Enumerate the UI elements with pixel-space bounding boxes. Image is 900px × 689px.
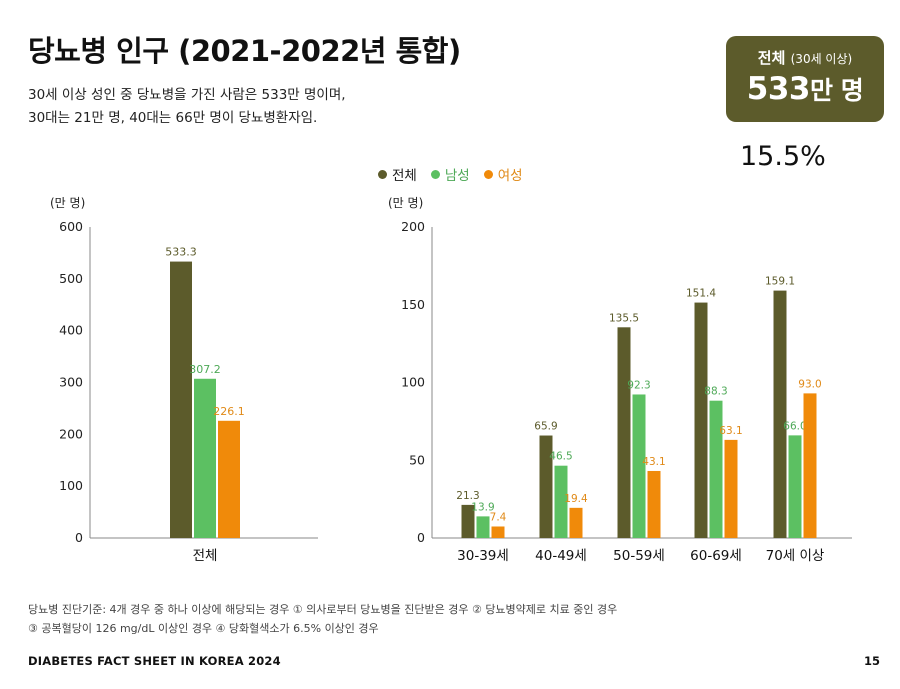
right-bar-total (694, 302, 708, 538)
right-x-category-label: 30-39세 (457, 548, 509, 564)
legend-item-male: 남성 (430, 164, 470, 184)
right-data-label-total: 21.3 (456, 490, 479, 502)
summary-value-unit: 만 명 (810, 76, 864, 105)
right-x-category-label: 40-49세 (535, 548, 587, 564)
right-y-tick-label: 0 (417, 530, 425, 545)
right-data-label-male: 13.9 (471, 501, 494, 513)
left-data-label-female: 226.1 (213, 405, 245, 418)
right-data-label-female: 19.4 (564, 493, 588, 505)
footer-source: DIABETES FACT SHEET IN KOREA 2024 (28, 654, 281, 668)
summary-value-number: 533 (746, 71, 811, 107)
left-y-tick-label: 100 (59, 478, 83, 493)
footnote-line-1: 당뇨병 진단기준: 4개 경우 중 하나 이상에 해당되는 경우 ① 의사로부터… (28, 603, 618, 616)
summary-value: 533만 명 (726, 71, 884, 107)
left-data-label-total: 533.3 (165, 246, 197, 259)
summary-label: 전체 (30세 이상) (726, 47, 884, 68)
right-x-category-label: 50-59세 (613, 548, 665, 564)
right-bar-male (476, 516, 490, 538)
right-bar-female (569, 507, 583, 538)
right-y-tick-label: 200 (401, 219, 425, 234)
right-data-label-female: 43.1 (642, 456, 665, 468)
right-bar-total (461, 504, 475, 538)
page-title: 당뇨병 인구 (2021-2022년 통합) (28, 34, 461, 68)
summary-label-main: 전체 (757, 49, 786, 67)
left-y-tick-label: 300 (59, 375, 83, 390)
right-bar-female (724, 439, 738, 538)
legend-label-male: 남성 (444, 168, 470, 184)
page-subtitle: 30세 이상 성인 중 당뇨병을 가진 사람은 533만 명이며, 30대는 2… (28, 84, 448, 130)
left-bar-female (218, 420, 240, 538)
summary-box: 전체 (30세 이상) 533만 명 (726, 36, 884, 122)
right-bar-female (803, 393, 817, 538)
right-x-category-label: 60-69세 (690, 548, 742, 564)
right-data-label-male: 92.3 (627, 379, 650, 391)
right-data-label-total: 65.9 (534, 421, 557, 433)
subtitle-line-1: 30세 이상 성인 중 당뇨병을 가진 사람은 533만 명이며, (28, 87, 346, 103)
right-bar-male (554, 465, 568, 538)
right-y-tick-label: 50 (409, 452, 425, 467)
right-data-label-male: 88.3 (704, 386, 727, 398)
legend-item-female: 여성 (483, 164, 523, 184)
left-bar-male (194, 378, 216, 538)
right-bar-male (709, 400, 723, 538)
left-y-tick-label: 500 (59, 271, 83, 286)
legend-label-female: 여성 (497, 168, 523, 184)
right-data-label-total: 135.5 (609, 312, 639, 324)
right-bar-male (788, 435, 802, 538)
footnote: 당뇨병 진단기준: 4개 경우 중 하나 이상에 해당되는 경우 ① 의사로부터… (28, 600, 617, 638)
left-y-tick-label: 0 (75, 530, 83, 545)
legend-dot-male (430, 169, 440, 179)
summary-label-sub: (30세 이상) (790, 52, 853, 66)
page-number: 15 (864, 654, 881, 668)
subtitle-line-2: 30대는 21만 명, 40대는 66만 명이 당뇨병환자임. (28, 110, 318, 126)
right-data-label-female: 63.1 (719, 425, 742, 437)
legend-item-total: 전체 (378, 164, 417, 184)
right-data-label-male: 46.5 (549, 451, 572, 463)
left-chart-unit-label: (만 명) (50, 196, 86, 210)
left-y-tick-label: 200 (59, 426, 83, 441)
chart-legend: 전체 남성 여성 (378, 164, 523, 184)
left-y-tick-label: 600 (59, 219, 83, 234)
right-y-tick-label: 150 (401, 297, 425, 312)
right-bar-total (773, 290, 787, 538)
left-data-label-male: 307.2 (189, 363, 221, 376)
right-bar-total (617, 327, 631, 538)
legend-dot-female (483, 169, 493, 179)
footnote-line-2: ③ 공복혈당이 126 mg/dL 이상인 경우 ④ 당화혈색소가 6.5% 이… (28, 622, 379, 635)
right-data-label-total: 159.1 (765, 276, 795, 288)
left-x-category-label: 전체 (193, 548, 218, 564)
legend-label-total: 전체 (392, 168, 417, 184)
right-bar-female (491, 526, 505, 538)
right-bar-female (647, 470, 661, 538)
right-x-category-label: 70세 이상 (766, 548, 825, 564)
right-data-label-female: 7.4 (490, 511, 507, 523)
right-y-tick-label: 100 (401, 375, 425, 390)
right-chart-unit-label: (만 명) (388, 196, 424, 210)
left-bar-total (170, 261, 192, 538)
right-data-label-total: 151.4 (686, 288, 716, 300)
right-data-label-male: 66.0 (783, 420, 806, 432)
right-bar-male (632, 394, 646, 538)
right-bar-total (539, 435, 553, 538)
legend-dot-total (378, 169, 387, 179)
left-y-tick-label: 400 (59, 323, 83, 338)
summary-percent: 15.5% (740, 141, 826, 172)
right-data-label-female: 93.0 (798, 378, 821, 390)
